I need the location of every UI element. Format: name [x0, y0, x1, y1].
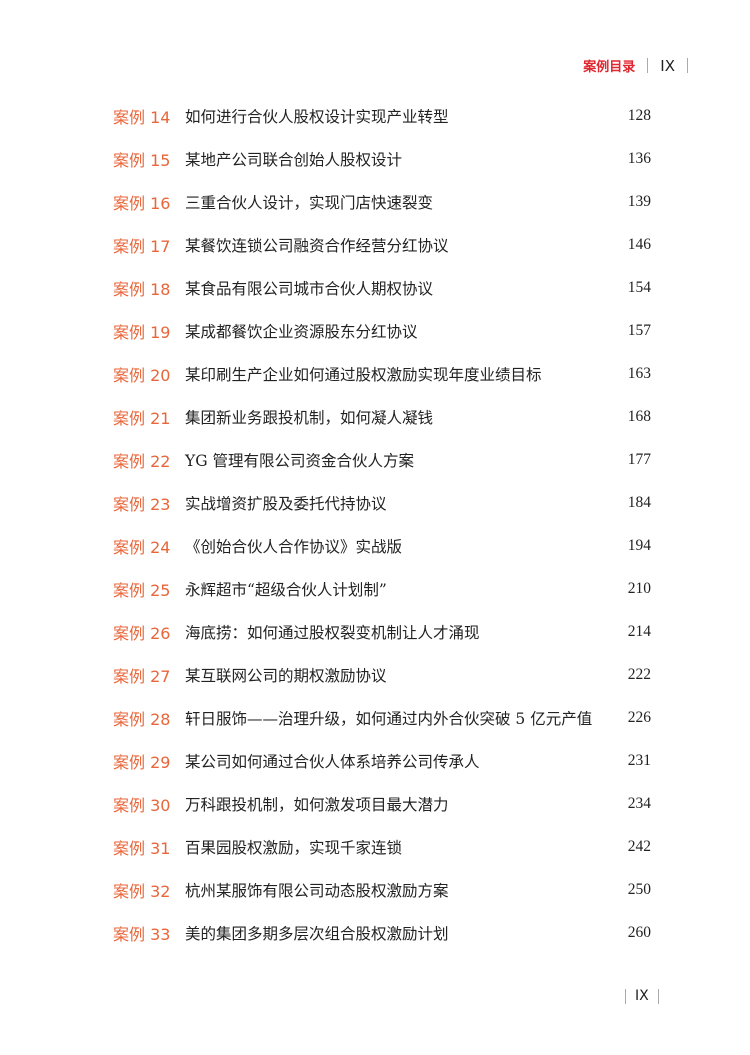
toc-entry[interactable]: 案例 28 轩日服饰——治理升级，如何通过内外合伙突破 5 亿元产值 226	[113, 696, 651, 739]
divider	[625, 988, 626, 1004]
page-number: 226	[627, 708, 651, 726]
page-number: 136	[627, 149, 651, 167]
toc-entry[interactable]: 案例 24 《创始合伙人合作协议》实战版 194	[113, 524, 651, 567]
divider	[657, 988, 659, 1004]
case-title: 某餐饮连锁公司融资合作经营分红协议	[185, 236, 449, 255]
page-number: 234	[627, 794, 651, 812]
footer-page-number: IX	[635, 988, 649, 1004]
toc-entry[interactable]: 案例 25 永辉超市“超级合伙人计划制” 210	[113, 567, 651, 610]
case-label: 案例 31	[113, 838, 171, 858]
toc-entry[interactable]: 案例 21 集团新业务跟投机制，如何凝人凝钱 168	[113, 395, 651, 438]
page-number: 250	[627, 880, 651, 898]
case-label: 案例 14	[113, 107, 171, 127]
toc-entry[interactable]: 案例 22 YG 管理有限公司资金合伙人方案 177	[113, 438, 651, 481]
toc-entry[interactable]: 案例 29 某公司如何通过合伙人体系培养公司传承人 231	[113, 739, 651, 782]
toc-entry[interactable]: 案例 27 某互联网公司的期权激励协议 222	[113, 653, 651, 696]
case-title: 集团新业务跟投机制，如何凝人凝钱	[185, 408, 434, 427]
table-of-contents: 案例 14 如何进行合伙人股权设计实现产业转型 128 案例 15 某地产公司联合创始人…	[113, 94, 651, 954]
page-number: 154	[627, 278, 651, 296]
case-label: 案例 16	[113, 193, 171, 213]
case-title: 杭州某服饰有限公司动态股权激励方案	[185, 881, 449, 900]
case-label: 案例 22	[113, 451, 171, 471]
case-title: 百果园股权激励，实现千家连锁	[185, 838, 403, 857]
page-number: 157	[627, 321, 651, 339]
case-title: 海底捞：如何通过股权裂变机制让人才涌现	[185, 623, 480, 642]
page-number: 146	[627, 235, 651, 253]
case-label: 案例 26	[113, 623, 171, 643]
divider	[647, 58, 649, 73]
case-label: 案例 25	[113, 580, 171, 600]
toc-entry[interactable]: 案例 16 三重合伙人设计，实现门店快速裂变 139	[113, 180, 651, 223]
header-page-number: IX	[660, 56, 675, 75]
toc-entry[interactable]: 案例 33 美的集团多期多层次组合股权激励计划 260	[113, 911, 651, 954]
case-title: 永辉超市“超级合伙人计划制”	[185, 580, 387, 599]
case-label: 案例 30	[113, 795, 171, 815]
section-title: 案例目录	[583, 60, 636, 75]
case-title: 实战增资扩股及委托代持协议	[185, 494, 387, 513]
toc-entry[interactable]: 案例 17 某餐饮连锁公司融资合作经营分红协议 146	[113, 223, 651, 266]
page-number: 210	[627, 579, 651, 597]
case-title: 某互联网公司的期权激励协议	[185, 666, 387, 685]
toc-entry[interactable]: 案例 15 某地产公司联合创始人股权设计 136	[113, 137, 651, 180]
case-label: 案例 19	[113, 322, 171, 342]
case-title: 某成都餐饮企业资源股东分红协议	[185, 322, 418, 341]
page-number: 242	[627, 837, 651, 855]
toc-entry[interactable]: 案例 23 实战增资扩股及委托代持协议 184	[113, 481, 651, 524]
case-title: 轩日服饰——治理升级，如何通过内外合伙突破 5 亿元产值	[185, 709, 593, 728]
toc-entry[interactable]: 案例 31 百果园股权激励，实现千家连锁 242	[113, 825, 651, 868]
case-label: 案例 21	[113, 408, 171, 428]
toc-entry[interactable]: 案例 30 万科跟投机制，如何激发项目最大潜力 234	[113, 782, 651, 825]
page-footer: IX	[616, 988, 668, 1004]
case-label: 案例 27	[113, 666, 171, 686]
case-label: 案例 20	[113, 365, 171, 385]
toc-entry[interactable]: 案例 32 杭州某服饰有限公司动态股权激励方案 250	[113, 868, 651, 911]
case-title: 某地产公司联合创始人股权设计	[185, 150, 403, 169]
page-number: 214	[627, 622, 651, 640]
case-title: 如何进行合伙人股权设计实现产业转型	[185, 107, 449, 126]
page-number: 184	[627, 493, 651, 511]
page-number: 139	[627, 192, 651, 210]
case-label: 案例 17	[113, 236, 171, 256]
divider	[687, 58, 688, 73]
case-label: 案例 29	[113, 752, 171, 772]
case-label: 案例 33	[113, 924, 171, 944]
toc-entry[interactable]: 案例 20 某印刷生产企业如何通过股权激励实现年度业绩目标 163	[113, 352, 651, 395]
page-number: 260	[627, 923, 651, 941]
page-number: 163	[627, 364, 651, 382]
page-number: 222	[627, 665, 651, 683]
case-title: 某印刷生产企业如何通过股权激励实现年度业绩目标	[185, 365, 542, 384]
page-number: 128	[627, 106, 651, 124]
case-label: 案例 15	[113, 150, 171, 170]
case-title: 某公司如何通过合伙人体系培养公司传承人	[185, 752, 480, 771]
case-label: 案例 28	[113, 709, 171, 729]
page-number: 168	[627, 407, 651, 425]
case-title: YG 管理有限公司资金合伙人方案	[185, 451, 415, 470]
case-title: 《创始合伙人合作协议》实战版	[185, 537, 403, 556]
toc-entry[interactable]: 案例 19 某成都餐饮企业资源股东分红协议 157	[113, 309, 651, 352]
toc-entry[interactable]: 案例 18 某食品有限公司城市合伙人期权协议 154	[113, 266, 651, 309]
toc-entry[interactable]: 案例 14 如何进行合伙人股权设计实现产业转型 128	[113, 94, 651, 137]
case-title: 美的集团多期多层次组合股权激励计划	[185, 924, 449, 943]
case-title: 万科跟投机制，如何激发项目最大潜力	[185, 795, 449, 814]
page-number: 194	[627, 536, 651, 554]
toc-entry[interactable]: 案例 26 海底捞：如何通过股权裂变机制让人才涌现 214	[113, 610, 651, 653]
case-label: 案例 18	[113, 279, 171, 299]
case-title: 某食品有限公司城市合伙人期权协议	[185, 279, 434, 298]
case-label: 案例 32	[113, 881, 171, 901]
case-label: 案例 24	[113, 537, 171, 557]
page-number: 231	[627, 751, 651, 769]
case-label: 案例 23	[113, 494, 171, 514]
page-number: 177	[627, 450, 651, 468]
running-header: 案例目录 IX	[583, 56, 700, 75]
case-title: 三重合伙人设计，实现门店快速裂变	[185, 193, 434, 212]
